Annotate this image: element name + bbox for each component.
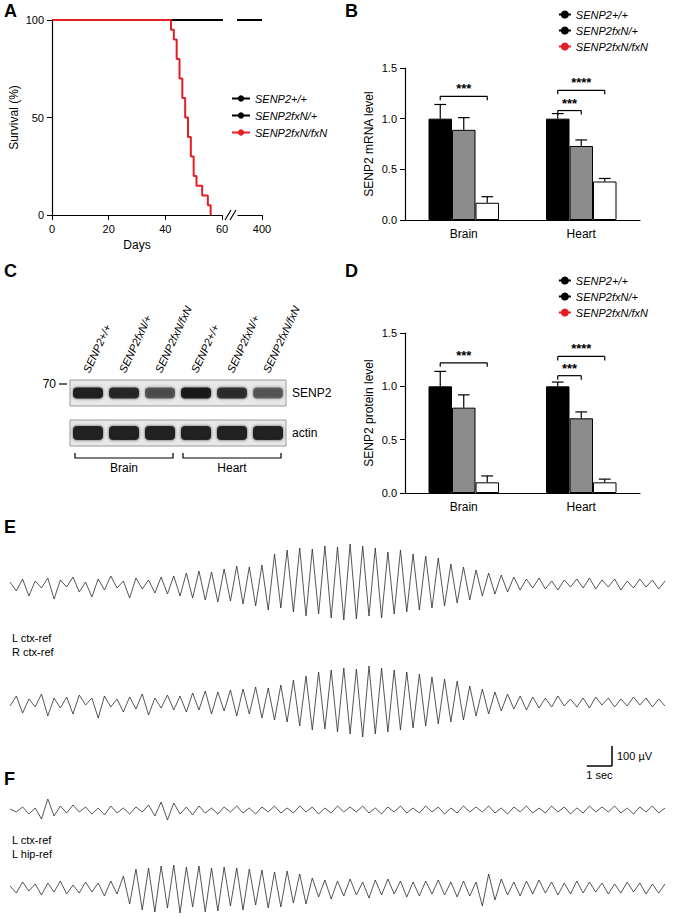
svg-text:***: *** <box>456 348 472 363</box>
svg-text:L ctx-ref: L ctx-ref <box>12 632 52 644</box>
svg-text:0.5: 0.5 <box>382 163 397 175</box>
svg-text:****: **** <box>571 341 592 356</box>
svg-text:SENP2fxN/+: SENP2fxN/+ <box>576 25 639 37</box>
svg-text:SENP2fxN/fxN: SENP2fxN/fxN <box>576 307 648 319</box>
svg-text:F: F <box>4 769 15 789</box>
svg-text:0: 0 <box>49 223 55 235</box>
svg-text:B: B <box>345 1 358 21</box>
svg-text:****: **** <box>571 75 592 90</box>
svg-text:Days: Days <box>123 238 150 252</box>
svg-text:70: 70 <box>43 377 57 391</box>
svg-text:L ctx-ref: L ctx-ref <box>12 834 52 846</box>
svg-text:E: E <box>4 517 16 537</box>
svg-text:Brain: Brain <box>110 461 138 475</box>
svg-text:C: C <box>4 261 17 281</box>
svg-text:SENP2 protein level: SENP2 protein level <box>362 359 376 466</box>
svg-text:***: *** <box>562 361 578 376</box>
svg-text:SENP2+/+: SENP2+/+ <box>189 322 222 375</box>
svg-text:Brain: Brain <box>450 500 478 514</box>
svg-text:0.0: 0.0 <box>382 487 397 499</box>
svg-text:400: 400 <box>253 223 271 235</box>
svg-text:SENP2+/+: SENP2+/+ <box>576 275 629 287</box>
svg-text:Heart: Heart <box>217 461 247 475</box>
svg-text:100 µV: 100 µV <box>617 750 653 762</box>
svg-text:SENP2+/+: SENP2+/+ <box>255 93 308 105</box>
svg-text:***: *** <box>456 81 472 96</box>
svg-text:D: D <box>345 261 358 281</box>
svg-text:100: 100 <box>26 14 44 26</box>
svg-text:SENP2+/+: SENP2+/+ <box>81 322 114 375</box>
svg-text:A: A <box>4 1 17 21</box>
svg-text:SENP2fxN/fxN: SENP2fxN/fxN <box>153 304 194 374</box>
svg-text:1.5: 1.5 <box>382 62 397 74</box>
svg-text:50: 50 <box>32 112 44 124</box>
svg-text:SENP2fxN/+: SENP2fxN/+ <box>225 313 262 375</box>
svg-text:SENP2fxN/+: SENP2fxN/+ <box>576 291 639 303</box>
svg-text:20: 20 <box>103 223 115 235</box>
svg-text:1.0: 1.0 <box>382 113 397 125</box>
svg-text:1 sec: 1 sec <box>586 769 613 781</box>
svg-text:0: 0 <box>38 209 44 221</box>
svg-text:Heart: Heart <box>567 500 597 514</box>
svg-text:SENP2fxN/fxN: SENP2fxN/fxN <box>576 41 648 53</box>
svg-text:SENP2+/+: SENP2+/+ <box>576 9 629 21</box>
svg-text:R ctx-ref: R ctx-ref <box>12 646 55 658</box>
svg-text:SENP2 mRNA level: SENP2 mRNA level <box>362 91 376 196</box>
svg-text:L hip-ref: L hip-ref <box>12 848 53 860</box>
svg-text:SENP2fxN/fxN: SENP2fxN/fxN <box>261 304 302 374</box>
svg-text:0.5: 0.5 <box>382 434 397 446</box>
svg-text:40: 40 <box>159 223 171 235</box>
svg-text:Survival (%): Survival (%) <box>7 85 21 150</box>
svg-text:SENP2fxN/+: SENP2fxN/+ <box>117 313 154 375</box>
svg-text:Brain: Brain <box>450 227 478 241</box>
svg-text:actin: actin <box>292 426 317 440</box>
svg-text:SENP2: SENP2 <box>292 386 332 400</box>
svg-text:0.0: 0.0 <box>382 214 397 226</box>
svg-text:1.5: 1.5 <box>382 327 397 339</box>
svg-text:SENP2fxN/+: SENP2fxN/+ <box>255 110 318 122</box>
svg-text:60: 60 <box>216 223 228 235</box>
svg-text:Heart: Heart <box>567 227 597 241</box>
svg-text:SENP2fxN/fxN: SENP2fxN/fxN <box>255 127 327 139</box>
svg-text:1.0: 1.0 <box>382 380 397 392</box>
svg-text:***: *** <box>562 96 578 111</box>
